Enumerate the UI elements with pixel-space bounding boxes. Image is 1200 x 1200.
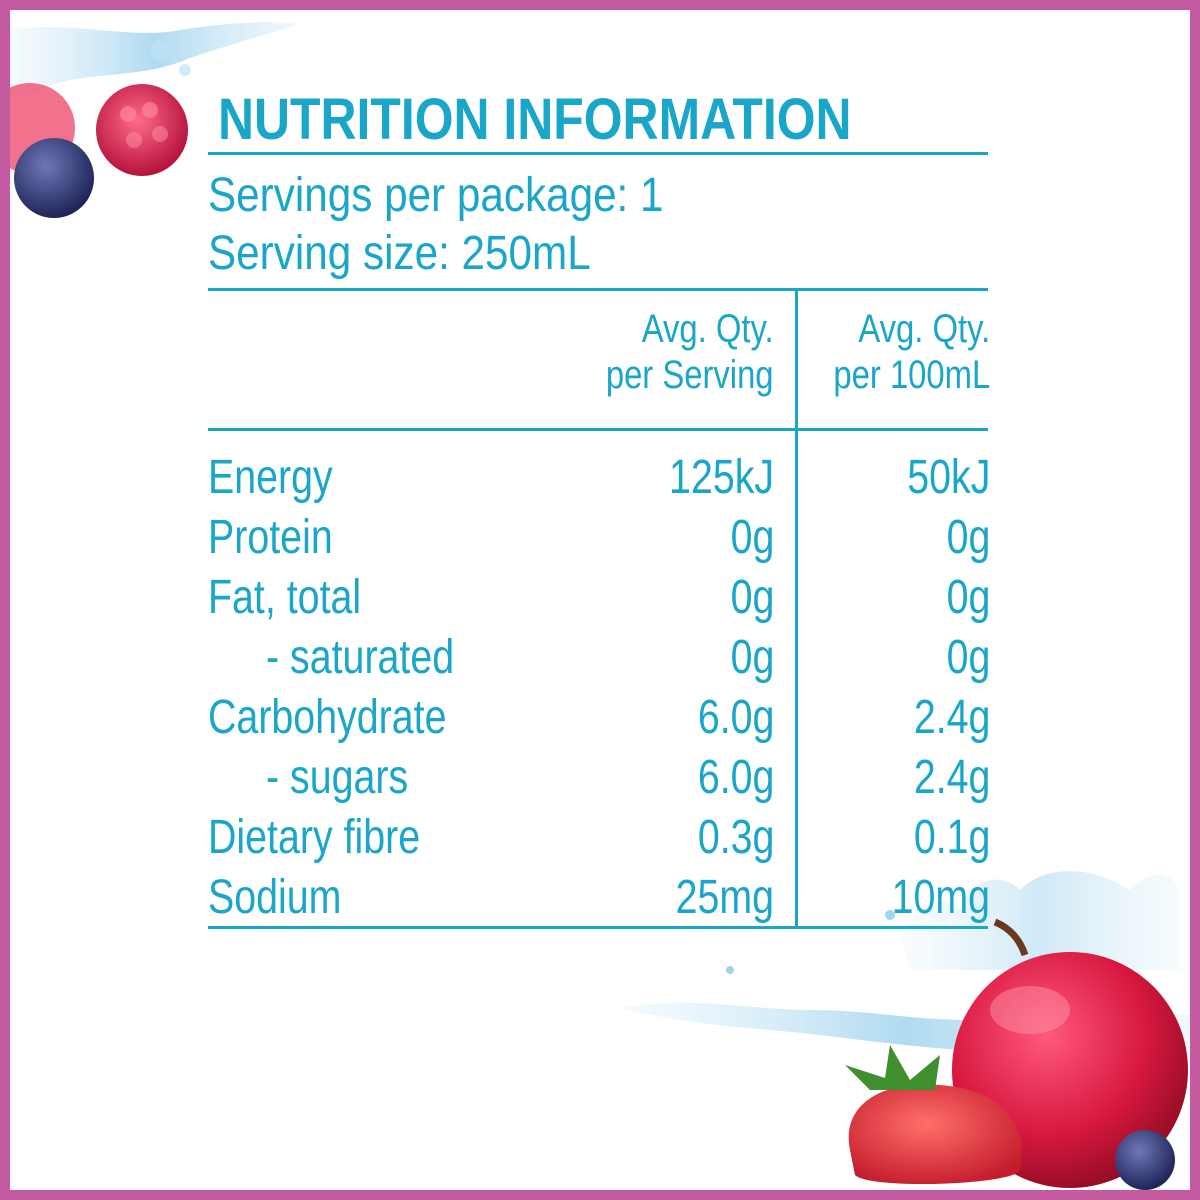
value-per-100ml: 0g: [946, 631, 990, 684]
value-per-serving: 0.3g: [697, 811, 774, 864]
value-per-serving: 0g: [730, 571, 774, 624]
table-row: - sugars 6.0g 2.4g: [208, 748, 990, 808]
blueberry-icon: [14, 138, 94, 218]
panel-title: NUTRITION INFORMATION: [218, 87, 852, 152]
nutrient-label: Carbohydrate: [208, 691, 447, 744]
column-divider: [795, 288, 798, 928]
fruit-illustration: [10, 22, 1190, 1190]
strawberry-icon: [845, 1045, 1022, 1185]
column-header-line: per 100mL: [833, 353, 990, 397]
header-divider-bottom: [208, 428, 988, 431]
value-per-100ml: 0g: [946, 571, 990, 624]
value-per-100ml: 10mg: [891, 871, 990, 924]
column-header-line: Avg. Qty.: [858, 307, 990, 351]
table-row: Fat, total 0g 0g: [208, 568, 990, 628]
table-row: Dietary fibre 0.3g 0.1g: [208, 808, 990, 868]
nutrient-label: Sodium: [208, 871, 342, 924]
table-bottom-divider: [208, 926, 988, 929]
value-per-serving: 6.0g: [697, 691, 774, 744]
column-header-line: per Serving: [606, 353, 774, 397]
value-per-100ml: 2.4g: [913, 691, 990, 744]
column-header-per-100ml: Avg. Qty. per 100mL: [833, 306, 990, 398]
column-header-per-serving: Avg. Qty. per Serving: [606, 306, 774, 398]
nutrient-label: Protein: [208, 511, 333, 564]
value-per-serving: 6.0g: [697, 751, 774, 804]
value-per-100ml: 50kJ: [906, 451, 990, 504]
blueberry-icon: [1115, 1130, 1175, 1190]
table-row: Carbohydrate 6.0g 2.4g: [208, 688, 990, 748]
value-per-serving: 0g: [730, 631, 774, 684]
value-per-100ml: 0g: [946, 511, 990, 564]
table-row: Energy 125kJ 50kJ: [208, 448, 990, 508]
water-splash-icon: [10, 22, 300, 100]
title-divider: [208, 152, 988, 155]
nutrient-label: - saturated: [266, 631, 455, 684]
table-row: - saturated 0g 0g: [208, 628, 990, 688]
value-per-100ml: 2.4g: [913, 751, 990, 804]
table-row: Sodium 25mg 10mg: [208, 868, 990, 928]
value-per-100ml: 0.1g: [913, 811, 990, 864]
nutrient-label: Energy: [208, 451, 333, 504]
nutrient-label: Dietary fibre: [208, 811, 421, 864]
serving-size: Serving size: 250mL: [208, 227, 591, 280]
value-per-serving: 25mg: [675, 871, 774, 924]
value-per-serving: 125kJ: [668, 451, 774, 504]
value-per-serving: 0g: [730, 511, 774, 564]
servings-per-package: Servings per package: 1: [208, 169, 664, 222]
column-header-line: Avg. Qty.: [642, 307, 774, 351]
raspberry-icon: [96, 84, 188, 176]
table-row: Protein 0g 0g: [208, 508, 990, 568]
nutrient-label: Fat, total: [208, 571, 362, 624]
nutrient-label: - sugars: [266, 751, 409, 804]
header-divider-top: [208, 288, 988, 291]
